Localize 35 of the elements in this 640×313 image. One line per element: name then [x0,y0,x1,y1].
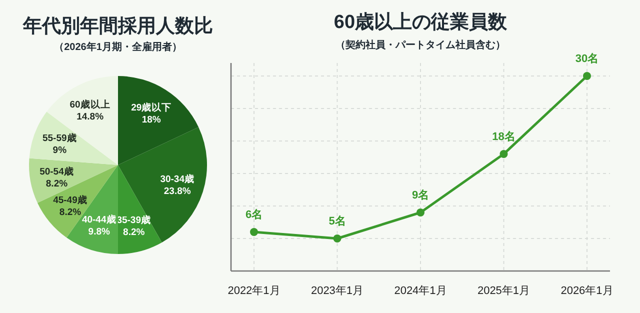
point [250,228,258,236]
x-tick-label: 2024年1月 [394,285,447,297]
x-tick-label: 2025年1月 [477,285,530,297]
x-tick-label: 2022年1月 [228,285,280,297]
point [333,234,342,242]
chart-title: 60歳以上の従業員数 [334,11,508,33]
data-label: 18% [142,114,162,126]
data-label: 14.8% [76,111,104,122]
x-tick-label: 2026年1月 [560,285,614,297]
data-label: 9.8% [88,226,110,238]
slice-label: 40-44歳 [82,213,116,226]
data-label: 23.8% [164,186,192,197]
point [500,150,508,158]
point [583,72,591,80]
chart-subtitle: （契約社員・パートタイム社員含む） [336,39,506,51]
slice-label: 45-49歳 [53,194,88,206]
slice-label: 60歳以上 [70,98,110,110]
data-label: 9% [52,145,68,156]
x-tick-label: 2023年1月 [310,285,364,297]
data-label: 18名 [492,130,516,143]
slice-label: 29歳以下 [131,101,172,114]
chart-subtitle: （2026年1月期・全雇用者） [54,41,182,53]
data-label: 5名 [328,214,346,228]
slice-label: 30-34歳 [160,172,195,185]
point [416,208,424,216]
chart-title: 年代別年間採用人数比 [22,15,213,37]
data-label: 8.2% [123,227,146,238]
data-label: 6名 [245,208,263,221]
slice-label: 50-54歳 [40,165,74,178]
data-label: 8.2% [59,207,82,218]
data-label: 30名 [575,52,599,65]
slice-label: 35-39歳 [116,214,152,226]
slice-label: 55-59歳 [42,132,77,144]
data-label: 8.2% [46,178,68,190]
data-label: 9名 [412,188,430,202]
